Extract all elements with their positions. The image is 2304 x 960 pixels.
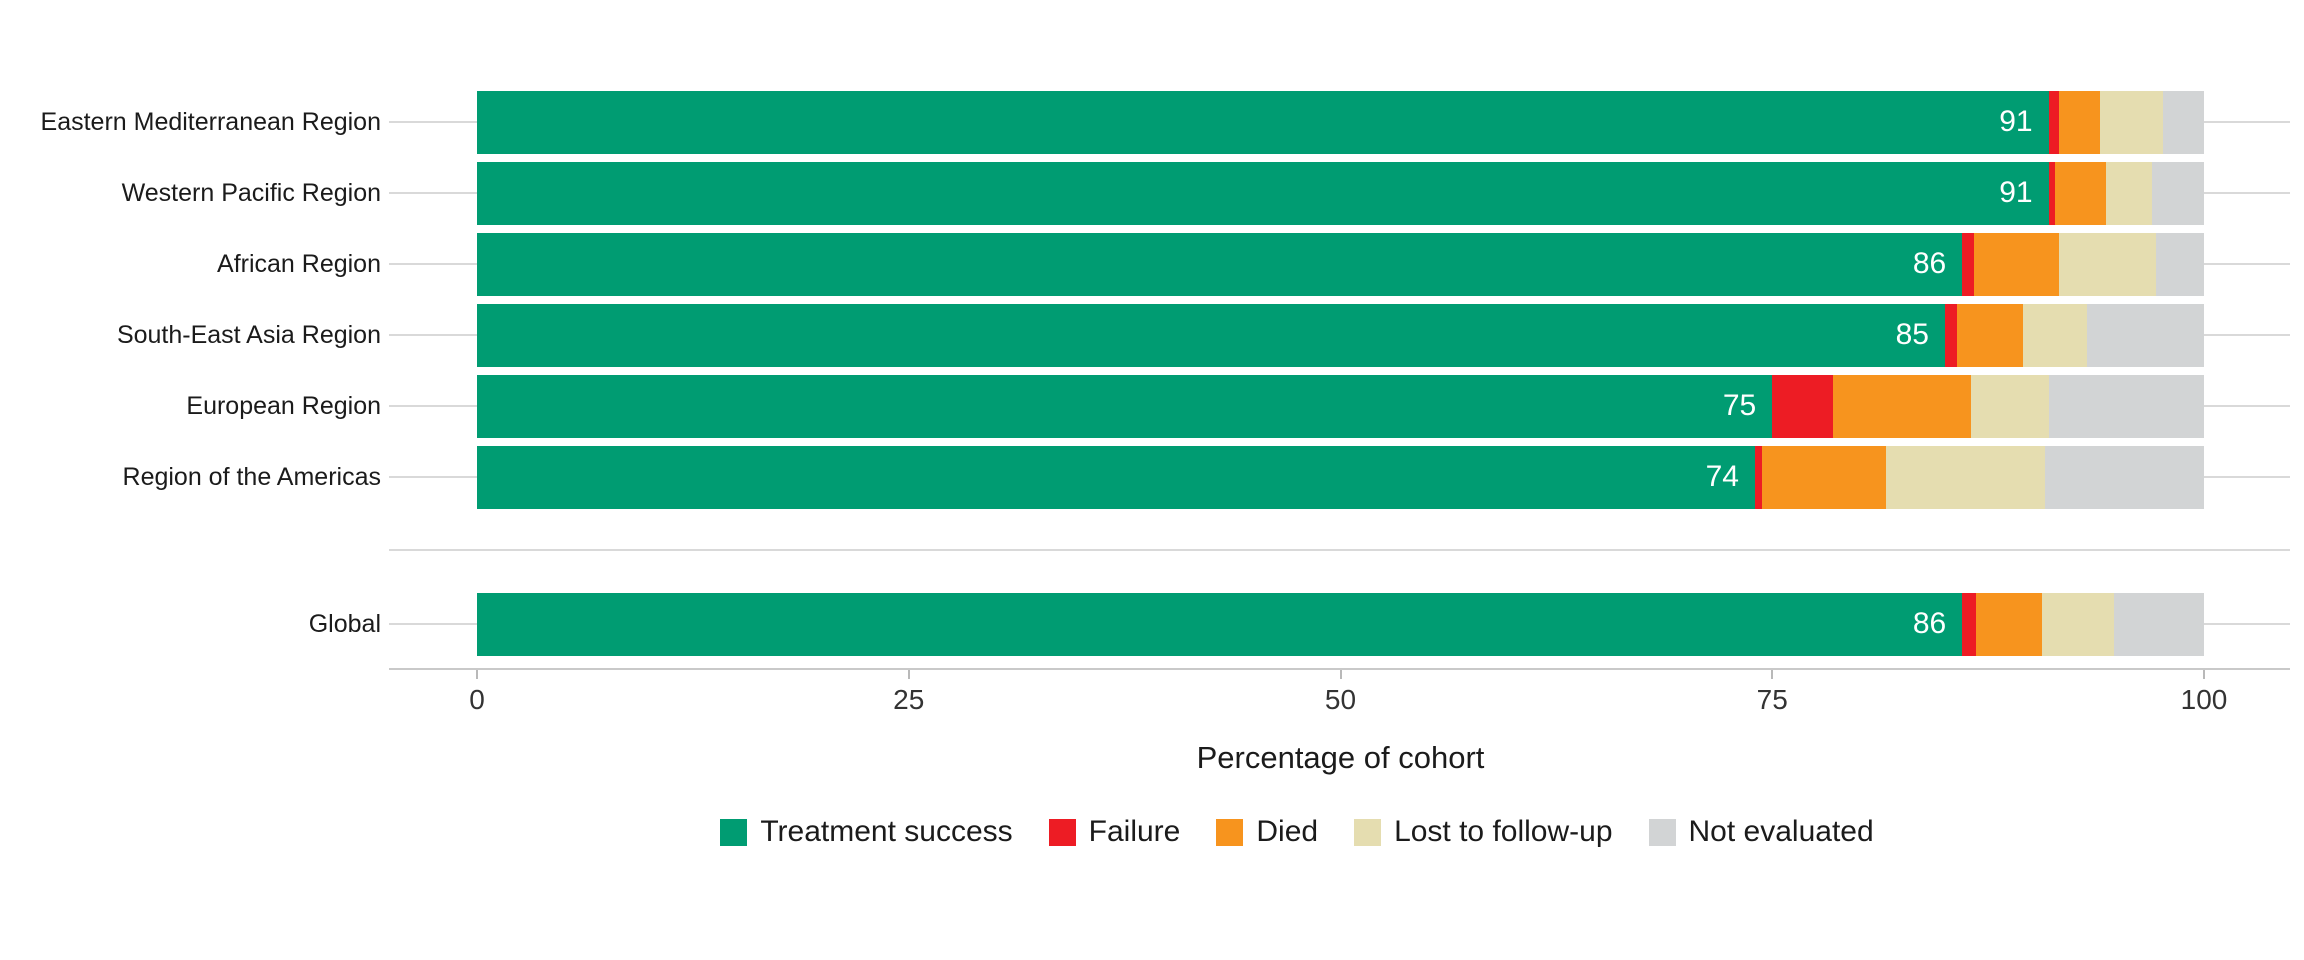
legend-item-not-evaluated: Not evaluated bbox=[1648, 815, 1874, 849]
segment-not-evaluated bbox=[2152, 161, 2204, 225]
bar-value-label: 74 bbox=[1705, 460, 1739, 493]
segment-treatment-success: 74 bbox=[477, 445, 1755, 509]
legend-key-swatch-lost-to-follow-up bbox=[1354, 818, 1382, 846]
segment-treatment-success: 91 bbox=[477, 161, 2049, 225]
legend-key-swatch-failure bbox=[1048, 818, 1076, 846]
segment-treatment-success: 86 bbox=[477, 592, 1963, 656]
segment-died bbox=[1832, 374, 1971, 438]
bar-value-label: 85 bbox=[1895, 318, 1929, 351]
x-tick-25 bbox=[907, 670, 910, 679]
segment-not-evaluated bbox=[2114, 592, 2204, 656]
bar-row-region-of-the-americas: 74 bbox=[477, 445, 2204, 509]
segment-lost-to-follow-up bbox=[1886, 445, 2046, 509]
segment-died bbox=[1957, 303, 2023, 367]
legend-label: Lost to follow-up bbox=[1394, 815, 1613, 848]
x-tick-label-25: 25 bbox=[893, 684, 925, 715]
category-label-global: Global bbox=[308, 610, 381, 638]
bar-row-global: 86 bbox=[477, 592, 2204, 656]
segment-failure bbox=[1772, 374, 1833, 438]
x-axis-title: Percentage of cohort bbox=[1196, 740, 1485, 775]
category-label-south-east-asia-region: South-East Asia Region bbox=[116, 321, 381, 349]
legend: Treatment success Failure Died Lost to foll… bbox=[300, 806, 2294, 858]
x-tick-label-100: 100 bbox=[2180, 684, 2228, 715]
segment-lost-to-follow-up bbox=[2041, 592, 2115, 656]
bar-row-western-pacific-region: 91 bbox=[477, 161, 2204, 225]
legend-label: Not evaluated bbox=[1688, 815, 1874, 848]
x-tick-label-0: 0 bbox=[469, 684, 485, 715]
bar-row-eastern-mediterranean-region: 91 bbox=[477, 90, 2204, 154]
segment-failure bbox=[1962, 592, 1977, 656]
segment-lost-to-follow-up bbox=[2105, 161, 2153, 225]
category-label-eastern-mediterranean-region: Eastern Mediterranean Region bbox=[40, 108, 381, 136]
bar-value-label: 91 bbox=[1999, 105, 2033, 138]
segment-died bbox=[1976, 592, 2042, 656]
bar-value-label: 86 bbox=[1912, 247, 1947, 280]
bar-row-south-east-asia-region: 85 bbox=[477, 303, 2204, 367]
category-label-african-region: African Region bbox=[217, 250, 381, 278]
segment-failure bbox=[2048, 90, 2059, 154]
bar-row-african-region: 86 bbox=[477, 232, 2204, 296]
segment-failure bbox=[1944, 303, 1958, 367]
segment-failure bbox=[2048, 161, 2056, 225]
x-axis-line bbox=[389, 668, 2290, 670]
segment-not-evaluated bbox=[2162, 90, 2204, 154]
segment-died bbox=[1761, 445, 1887, 509]
segment-treatment-success: 85 bbox=[477, 303, 1945, 367]
segment-lost-to-follow-up bbox=[2100, 90, 2163, 154]
legend-item-lost-to-follow-up: Lost to follow-up bbox=[1354, 815, 1613, 849]
segment-treatment-success: 86 bbox=[477, 232, 1963, 296]
legend-item-failure: Failure bbox=[1048, 815, 1181, 849]
x-tick-label-75: 75 bbox=[1756, 684, 1788, 715]
bar-value-label: 91 bbox=[1999, 176, 2033, 209]
segment-died bbox=[1974, 232, 2059, 296]
bar-row-european-region: 75 bbox=[477, 374, 2204, 438]
x-tick-75 bbox=[1771, 670, 1774, 679]
legend-label: Died bbox=[1256, 815, 1319, 848]
category-label-european-region: European Region bbox=[186, 392, 381, 420]
bar-value-label: 86 bbox=[1912, 607, 1947, 640]
segment-failure bbox=[1962, 232, 1975, 296]
segment-not-evaluated bbox=[2045, 445, 2204, 509]
x-tick-100 bbox=[2203, 670, 2205, 679]
segment-treatment-success: 75 bbox=[477, 374, 1773, 438]
gridline bbox=[389, 549, 2290, 551]
segment-not-evaluated bbox=[2048, 374, 2204, 438]
segment-not-evaluated bbox=[2086, 303, 2204, 367]
category-label-western-pacific-region: Western Pacific Region bbox=[121, 179, 381, 207]
segment-died bbox=[2055, 161, 2106, 225]
x-tick-label-50: 50 bbox=[1324, 684, 1357, 715]
legend-key-swatch-died bbox=[1216, 818, 1244, 846]
legend-item-treatment-success: Treatment success bbox=[720, 815, 1013, 849]
legend-item-died: Died bbox=[1216, 815, 1318, 849]
category-label-region-of-the-americas: Region of the Americas bbox=[122, 463, 381, 491]
segment-lost-to-follow-up bbox=[2058, 232, 2156, 296]
x-tick-50 bbox=[1339, 670, 1342, 679]
legend-key-swatch-treatment-success bbox=[720, 818, 748, 846]
segment-treatment-success: 91 bbox=[477, 90, 2049, 154]
segment-failure bbox=[1754, 445, 1762, 509]
bar-value-label: 75 bbox=[1722, 389, 1757, 422]
segment-lost-to-follow-up bbox=[2022, 303, 2087, 367]
segment-lost-to-follow-up bbox=[1970, 374, 2049, 438]
segment-died bbox=[2058, 90, 2101, 154]
legend-label: Failure bbox=[1088, 815, 1181, 848]
segment-not-evaluated bbox=[2155, 232, 2204, 296]
x-tick-0 bbox=[476, 670, 478, 679]
legend-key-swatch-not-evaluated bbox=[1648, 818, 1676, 846]
legend-label: Treatment success bbox=[760, 815, 1013, 848]
